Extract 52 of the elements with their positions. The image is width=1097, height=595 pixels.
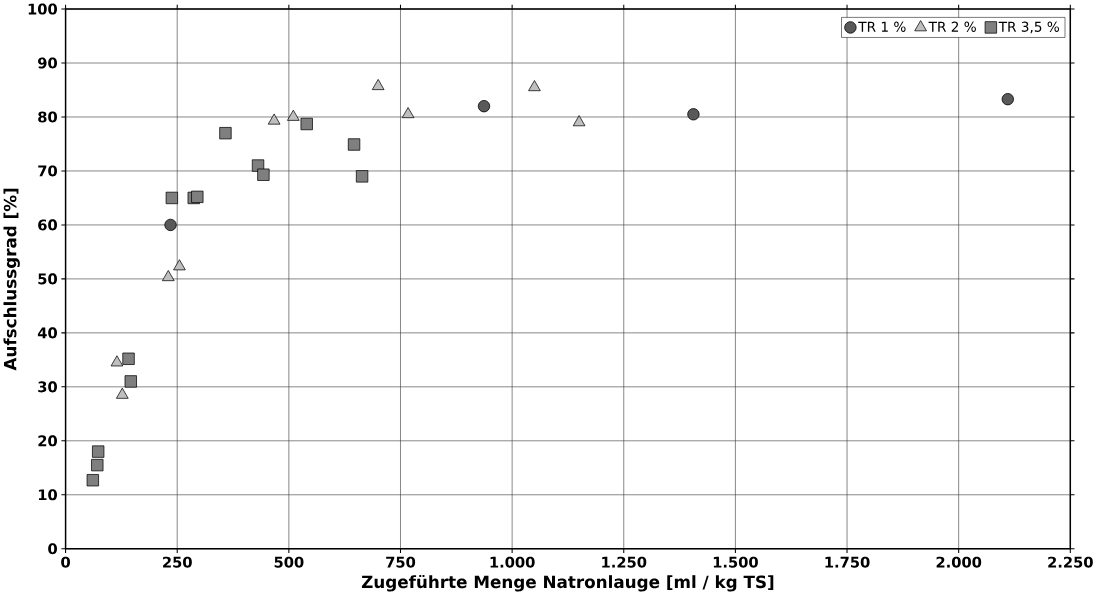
x-tick-label: 750 [386, 556, 416, 568]
point [124, 375, 137, 388]
point [164, 218, 177, 232]
y-tick-label: 0 [48, 543, 57, 555]
point [91, 458, 104, 472]
point [355, 170, 369, 183]
point [191, 190, 204, 203]
x-tick-label: 500 [274, 556, 304, 568]
x-tick-label: 0 [61, 556, 70, 568]
point [116, 387, 129, 399]
y-tick-label: 40 [37, 327, 57, 339]
y-tick-label: 90 [38, 57, 57, 69]
point [86, 474, 99, 487]
y-tick-label: 60 [38, 219, 57, 231]
point [165, 191, 178, 205]
y-tick-label: 100 [28, 3, 57, 15]
y-tick-label: 80 [38, 111, 57, 123]
y-tick-label: 20 [38, 435, 57, 447]
y-axis-title: Aufschlussgrad [%] [3, 188, 20, 371]
y-tick-label: 50 [38, 273, 57, 285]
point [122, 352, 135, 365]
x-tick-label: 1.000 [490, 556, 535, 568]
legend-label: TR 3,5 % [998, 21, 1060, 34]
y-tick-label: 10 [38, 489, 57, 501]
legend-label: TR 1 % [858, 21, 906, 32]
point [219, 127, 232, 140]
point [687, 108, 700, 121]
point [162, 270, 175, 282]
x-tick-label: 2.250 [1048, 556, 1093, 568]
point [92, 445, 105, 458]
x-tick-label: 1.250 [602, 556, 647, 568]
point [401, 107, 415, 119]
point [371, 79, 385, 90]
point [267, 113, 281, 125]
point [347, 138, 361, 151]
point [1001, 93, 1014, 106]
x-tick-label: 250 [163, 556, 192, 568]
x-tick-label: 2.000 [936, 556, 982, 568]
y-tick-label: 70 [38, 165, 57, 177]
legend-label: TR 2 % [928, 21, 976, 32]
x-tick-label: 1.750 [825, 556, 870, 568]
point [110, 355, 124, 367]
point [572, 115, 586, 127]
y-tick-label: 30 [38, 381, 57, 393]
x-tick-label: 1.500 [713, 556, 758, 568]
point [477, 100, 491, 113]
point [287, 109, 300, 121]
x-axis-title: Zugeführte Menge Natronlauge [ml / kg TS] [361, 574, 774, 592]
point [300, 117, 313, 131]
point [173, 259, 186, 271]
point [528, 80, 541, 92]
point [257, 168, 270, 181]
